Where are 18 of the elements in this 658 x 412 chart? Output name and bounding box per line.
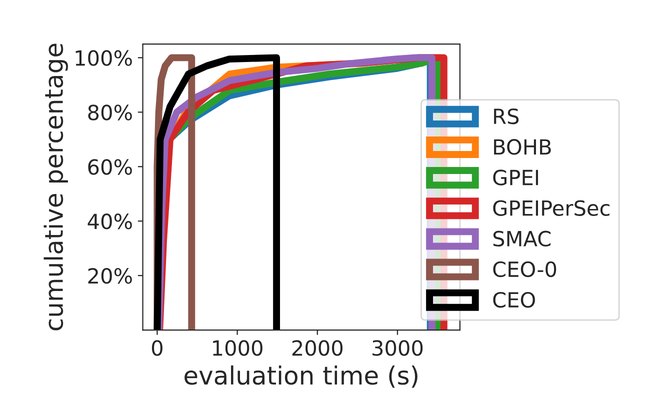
- legend-label: SMAC: [493, 230, 551, 247]
- x-tick-label: 1000: [213, 340, 262, 356]
- legend-label: CEO-0: [493, 261, 556, 278]
- y-tick-label: 40%: [88, 214, 132, 230]
- legend-label: GPEIPerSec: [493, 200, 610, 216]
- legend-label: RS: [494, 108, 519, 124]
- legend-label: CEO: [493, 292, 535, 308]
- legend-label: GPEI: [493, 170, 538, 186]
- y-tick-label: 80%: [88, 104, 132, 120]
- x-tick-label: 0: [152, 340, 162, 356]
- y-tick-label: 20%: [88, 268, 132, 284]
- x-tick-label: 3000: [372, 340, 423, 356]
- y-tick-label: 100%: [76, 50, 132, 66]
- y-tick-label: 60%: [88, 159, 132, 175]
- y-axis-title: cumulative percentage: [44, 44, 68, 330]
- legend-label: BOHB: [494, 139, 551, 155]
- x-tick-label: 2000: [292, 340, 343, 356]
- x-axis-title: evaluation time (s): [184, 365, 418, 388]
